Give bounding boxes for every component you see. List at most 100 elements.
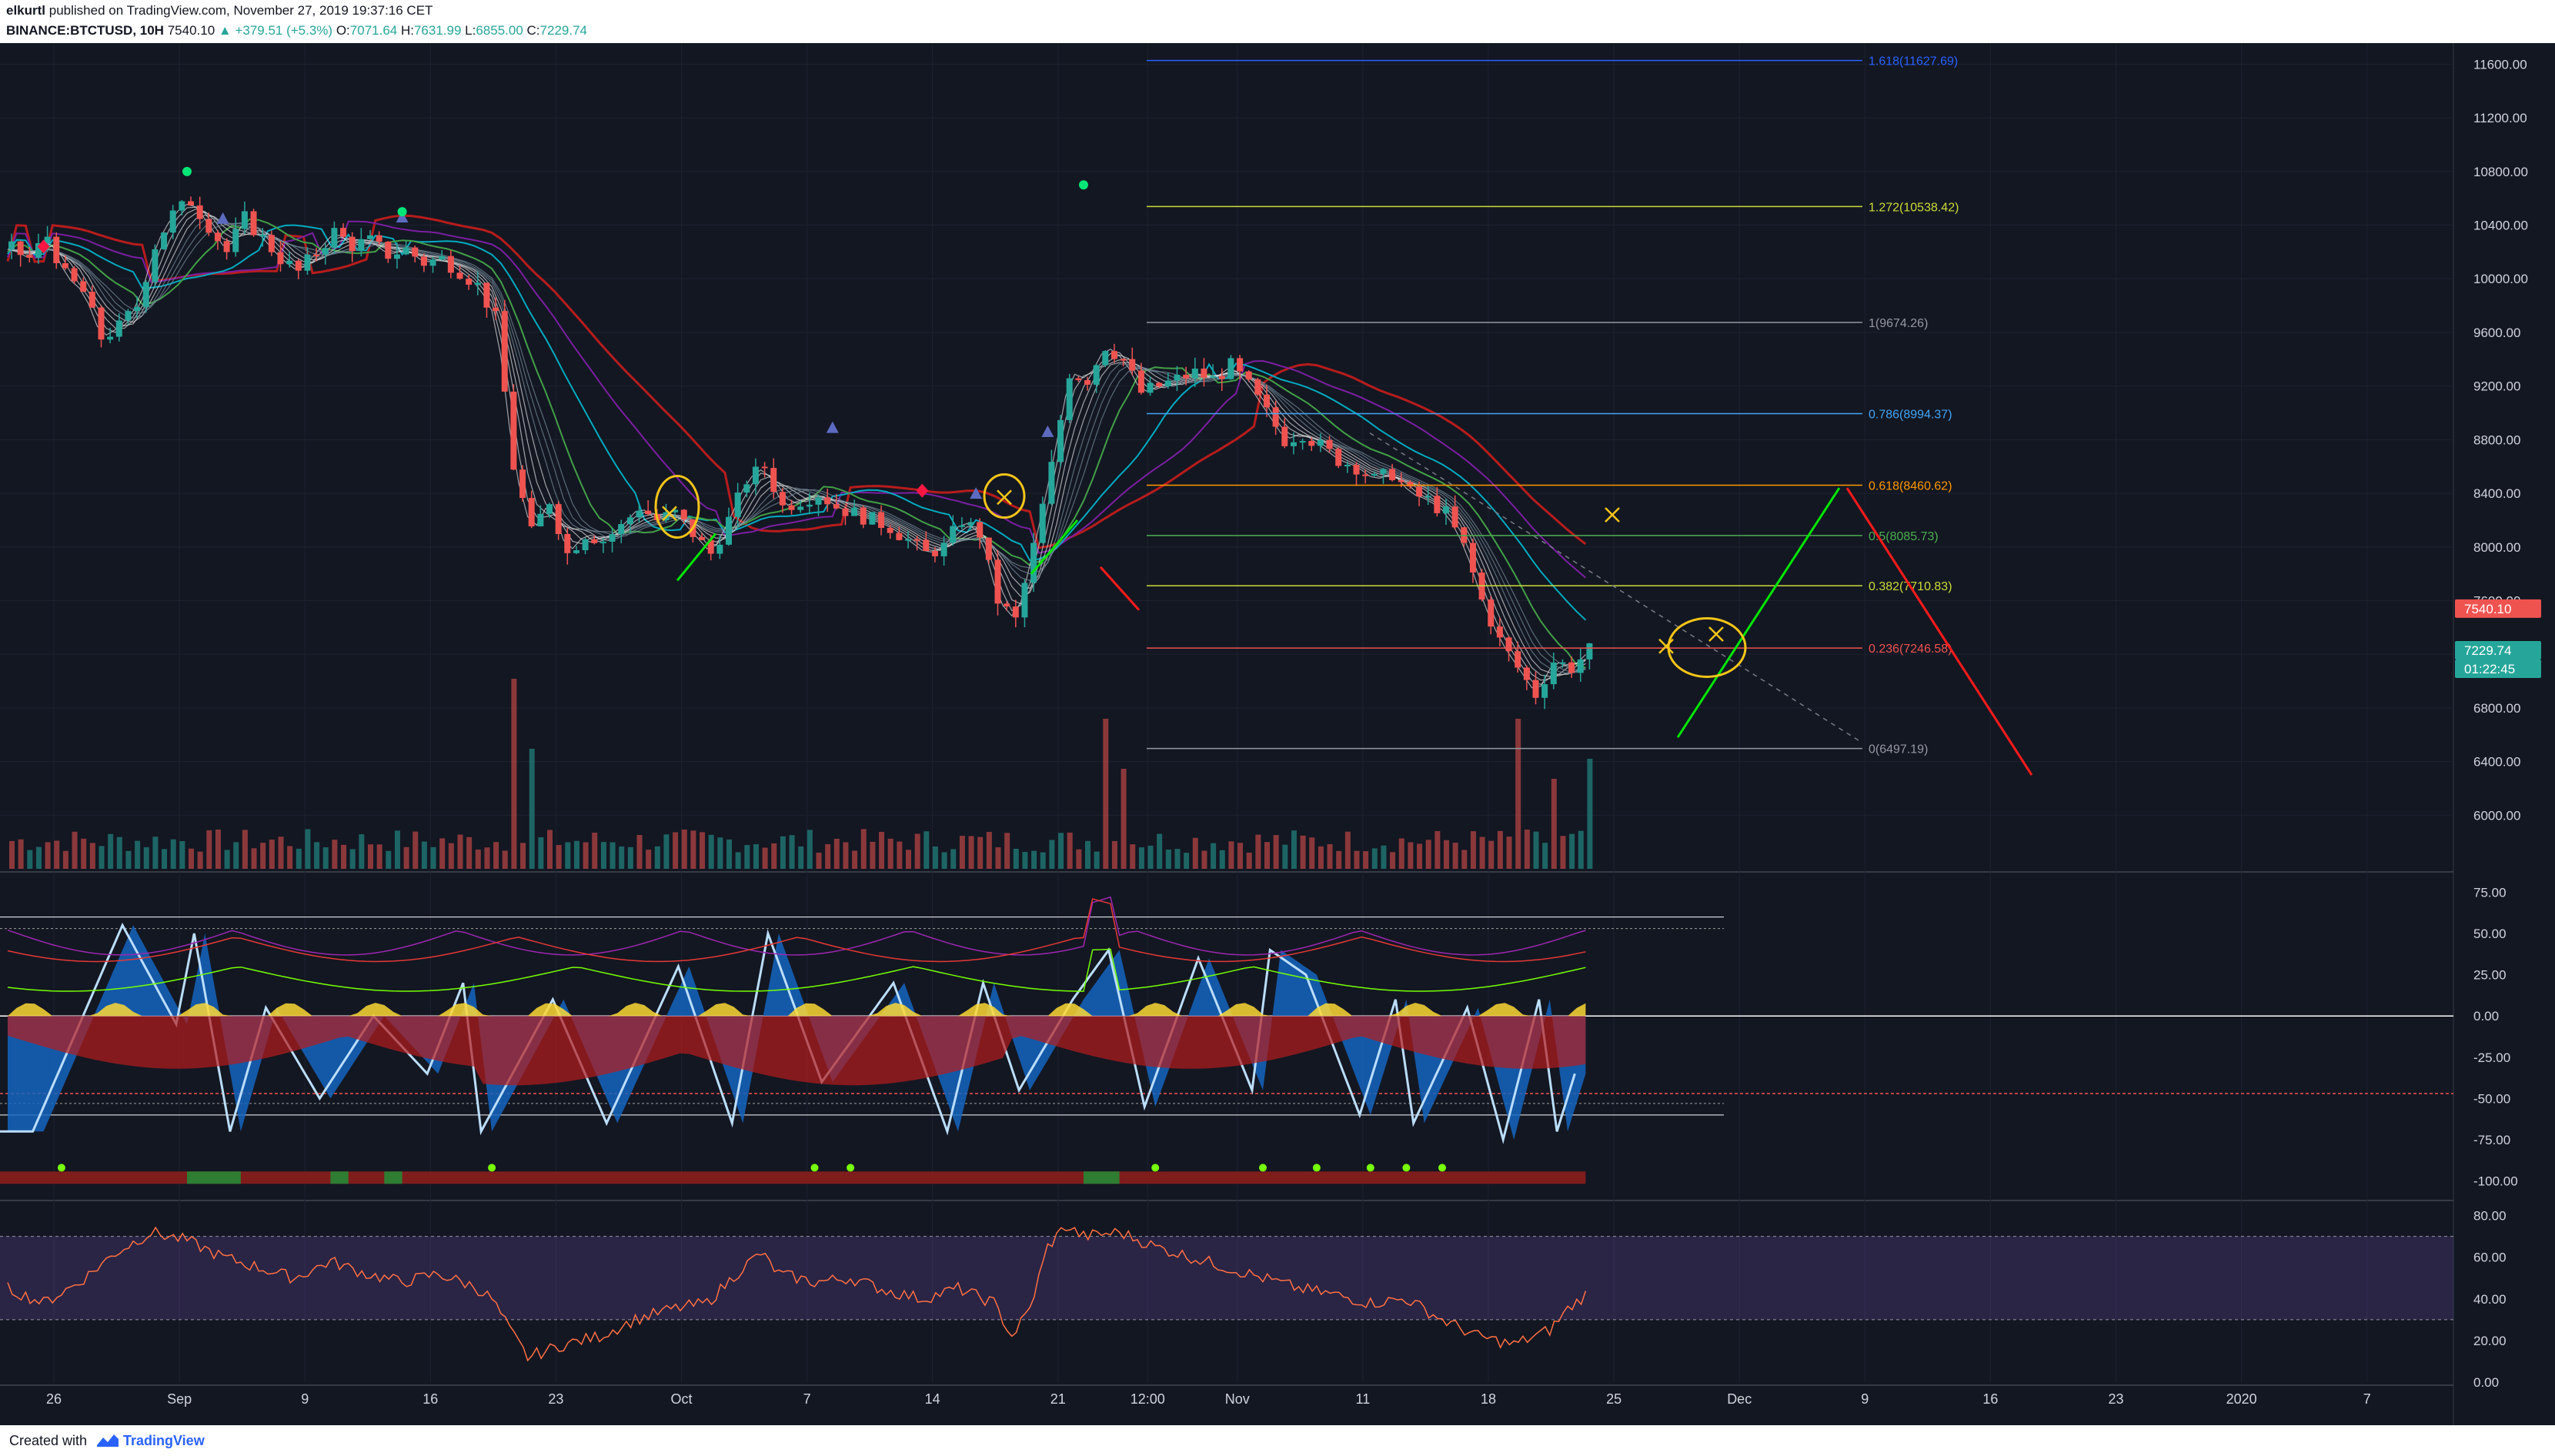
candle-body xyxy=(1264,394,1270,408)
rsi-band xyxy=(0,1236,2453,1320)
time-axis-label: 12:00 xyxy=(1131,1391,1165,1407)
volume-bar xyxy=(681,829,687,869)
tradingview-brand[interactable]: TradingView xyxy=(123,1433,205,1448)
candle-body xyxy=(707,539,714,554)
candle-body xyxy=(1407,482,1414,487)
volume-bar xyxy=(421,841,427,869)
volume-bar xyxy=(1211,843,1217,869)
candle-body xyxy=(358,239,365,252)
candle-body xyxy=(770,468,777,493)
candle-body xyxy=(125,311,132,321)
signal-dot xyxy=(847,1164,855,1172)
candle-body xyxy=(1191,368,1198,379)
candle-body xyxy=(286,260,293,265)
candle-body xyxy=(985,537,992,560)
candle-body xyxy=(626,517,633,525)
fib-level-label: 1.272(10538.42) xyxy=(1869,201,1959,214)
volume-bar xyxy=(1058,833,1064,869)
volume-bar xyxy=(1111,840,1117,869)
candle-body xyxy=(896,533,903,540)
volume-bar xyxy=(206,830,212,869)
signal-dot xyxy=(397,207,407,217)
author-name[interactable]: elkurtl xyxy=(6,3,46,18)
green-trend-line xyxy=(1030,519,1079,575)
candle-body xyxy=(1137,370,1144,393)
oscillator-axis-label: -100.00 xyxy=(2473,1174,2518,1189)
volume-bar xyxy=(1076,849,1082,869)
price-badge xyxy=(2455,599,2541,618)
candle-body xyxy=(1281,426,1288,446)
candle-body xyxy=(940,543,947,556)
volume-bar xyxy=(9,840,15,869)
candle-body xyxy=(636,510,643,518)
volume-bar xyxy=(1524,830,1530,869)
fib-level-label: 1.618(11627.69) xyxy=(1869,55,1958,68)
volume-bar xyxy=(852,850,858,869)
volume-bar xyxy=(780,836,786,869)
candle-body xyxy=(1353,464,1360,475)
candle-body xyxy=(967,522,974,526)
symbol-line: BINANCE:BTCTUSD, 10H 7540.10 ▲ +379.51 (… xyxy=(6,23,587,38)
signal-dot xyxy=(810,1164,819,1172)
symbol-name[interactable]: BINANCE:BTCTUSD, 10H xyxy=(6,23,164,38)
volume-bar xyxy=(386,850,392,869)
candle-body xyxy=(349,236,356,252)
volume-bar xyxy=(341,844,347,869)
rsi-axis-label: 20.00 xyxy=(2473,1334,2507,1348)
fib-level-label: 0(6497.19) xyxy=(1869,743,1928,756)
volume-bar xyxy=(879,831,885,869)
candles xyxy=(8,196,1593,710)
volume-bar xyxy=(654,846,660,869)
candle-body xyxy=(726,516,732,545)
volume-bar xyxy=(233,842,239,869)
highlight-ellipse xyxy=(654,474,700,539)
candle-body xyxy=(1272,407,1279,427)
signal-bar-green xyxy=(330,1171,349,1184)
volume-bar xyxy=(798,846,804,869)
volume-bar xyxy=(1282,844,1288,869)
volume-bar xyxy=(189,848,194,869)
volume-bar xyxy=(1309,837,1315,869)
candle-body xyxy=(797,506,804,510)
volume-bar xyxy=(368,844,373,869)
volume-bar xyxy=(995,847,1001,869)
volume-bar xyxy=(1013,848,1019,869)
volume-bar xyxy=(708,834,714,869)
candle-body xyxy=(107,336,114,340)
time-axis-label: 21 xyxy=(1050,1391,1066,1407)
candle-body xyxy=(869,512,876,525)
volume-bar xyxy=(700,832,706,869)
sell-signal-marker xyxy=(916,483,929,498)
candle-body xyxy=(734,493,741,517)
volume-bar xyxy=(833,838,840,869)
volume-bar xyxy=(762,847,768,869)
volume-bar xyxy=(1273,835,1279,869)
candle-body xyxy=(1335,449,1342,466)
volume-bar xyxy=(673,832,679,869)
candle-body xyxy=(1237,358,1244,372)
volume-bar xyxy=(278,837,284,869)
volume-bar xyxy=(72,831,78,869)
price-badge xyxy=(2455,659,2541,678)
candle-body xyxy=(546,504,553,514)
volume-bar xyxy=(349,849,356,869)
candle-body xyxy=(699,536,706,540)
candle-body xyxy=(994,559,1001,604)
candle-body xyxy=(241,211,248,229)
candle-body xyxy=(474,282,481,285)
price-axis-label: 8000.00 xyxy=(2473,540,2520,555)
candle-body xyxy=(1066,378,1073,420)
price-badge-text: 7229.74 xyxy=(2464,643,2511,658)
candle-body xyxy=(1156,382,1163,387)
volume-bar xyxy=(430,847,436,869)
candle-body xyxy=(501,311,508,392)
candle-body xyxy=(214,232,221,242)
chart-canvas[interactable]: 26 Sep 9 16 23 Oct 7 14 21 12:00 Nov 11 18 25 Dec 9 16 23… xyxy=(0,43,2555,1425)
candle-body xyxy=(8,241,15,249)
candle-body xyxy=(44,236,51,244)
candle-body xyxy=(26,255,33,258)
signal-bar-green xyxy=(187,1171,241,1184)
candle-body xyxy=(1317,439,1324,446)
candle-body xyxy=(672,509,679,513)
red-trend-line xyxy=(1099,566,1141,611)
